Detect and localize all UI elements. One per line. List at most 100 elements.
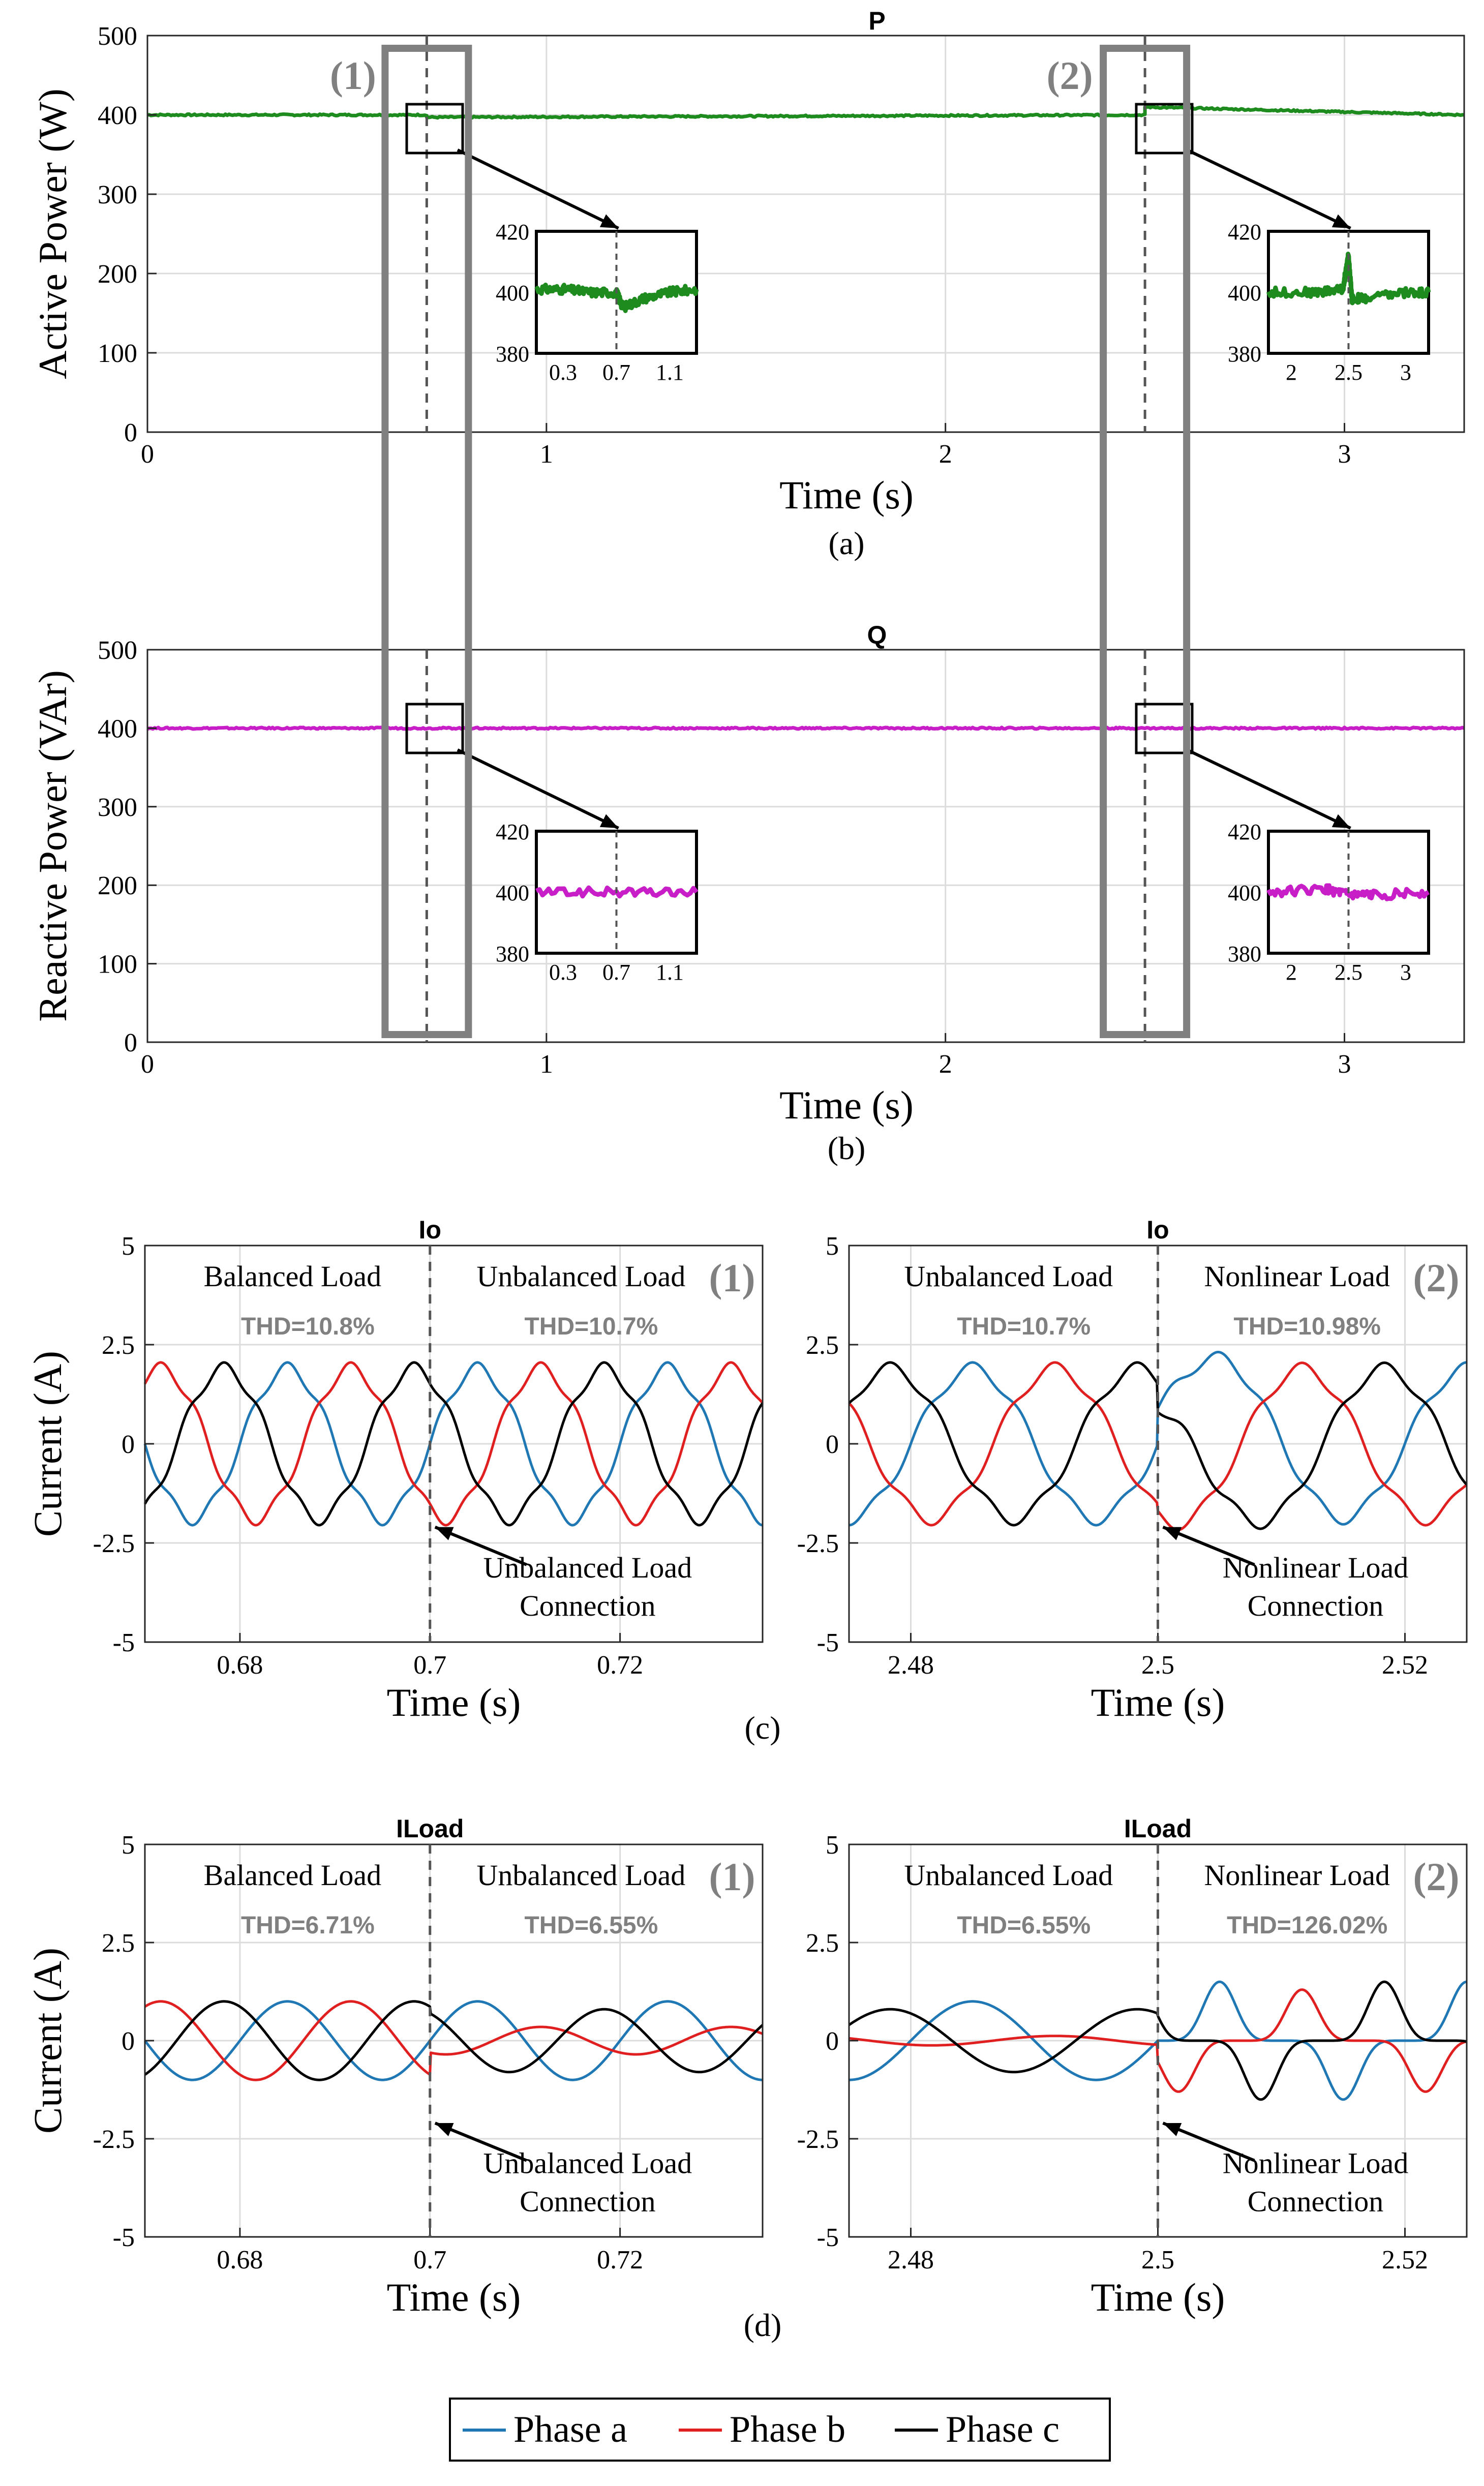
x-tick-label: 0.72 — [597, 2246, 643, 2275]
y-tick-label: 5 — [122, 1831, 135, 1860]
event-marker: (2) — [1413, 1855, 1460, 1899]
y-tick-label: 0 — [826, 2027, 839, 2056]
event-frame-2 — [1100, 45, 1191, 1038]
y-tick-label: 0 — [826, 1430, 839, 1459]
inset-x-tick: 3 — [1400, 360, 1411, 385]
inset-y-tick: 380 — [496, 942, 529, 966]
x-tick-label: 0.7 — [413, 1651, 446, 1680]
x-axis-label: Time (s) — [1091, 1680, 1225, 1724]
event-marker: (1) — [709, 1855, 755, 1899]
event-marker: (1) — [709, 1256, 755, 1300]
annotation-line-2: Connection — [520, 1589, 655, 1622]
panel-d-1: 0.68 0.7 0.72 -5 -2.5 0 2.5 5 ILoad Time (s) Curre… — [25, 1814, 764, 2319]
panel-title: Q — [867, 621, 887, 649]
y-tick-label: 500 — [98, 22, 137, 51]
event-marker: (2) — [1413, 1256, 1460, 1300]
panel-c-2: 2.48 2.5 2.52 -5 -2.5 0 2.5 5 Io Time (s) Unbalanc… — [797, 1216, 1468, 1724]
y-tick-label: 400 — [98, 714, 137, 743]
inset-y-tick: 380 — [1228, 942, 1261, 966]
right-state-label: Unbalanced Load — [477, 1260, 686, 1293]
y-tick-label: 100 — [98, 950, 137, 979]
legend-label: Phase b — [730, 2409, 845, 2450]
legend-box — [449, 2398, 1111, 2462]
inset-x-tick: 2.5 — [1335, 360, 1362, 385]
right-thd: THD=10.7% — [524, 1313, 658, 1340]
y-tick-label: -2.5 — [797, 1529, 839, 1558]
y-tick-label: 200 — [98, 260, 137, 289]
y-tick-label: 0 — [122, 1430, 135, 1459]
left-thd: THD=10.8% — [241, 1313, 375, 1340]
right-state-label: Nonlinear Load — [1204, 1859, 1390, 1892]
x-tick-label: 2 — [939, 440, 952, 469]
event-marker-1: (1) — [330, 53, 376, 98]
x-tick-label: 3 — [1338, 1050, 1351, 1079]
y-tick-label: 200 — [98, 871, 137, 900]
annotation-line-2: Connection — [1248, 2185, 1383, 2218]
inset-x-tick: 0.3 — [549, 960, 577, 985]
y-tick-label: 5 — [826, 1831, 839, 1860]
y-tick-label: -2.5 — [93, 2125, 135, 2154]
inset-series — [1266, 252, 1431, 306]
annotation-line-1: Nonlinear Load — [1223, 2147, 1409, 2180]
legend-label: Phase a — [513, 2409, 627, 2450]
x-axis-label: Time (s) — [1091, 2275, 1225, 2319]
x-tick-label: 0 — [141, 1050, 154, 1079]
panel-caption: (b) — [828, 1130, 866, 1166]
left-thd: THD=6.71% — [241, 1912, 375, 1939]
x-axis-label: Time (s) — [387, 2275, 521, 2319]
inset-x-tick: 1.1 — [656, 960, 684, 985]
panel-title: ILoad — [396, 1814, 464, 1843]
zoom-box — [1135, 103, 1194, 155]
x-tick-label: 2.48 — [888, 2246, 934, 2275]
annotation-arrow-head — [435, 2123, 454, 2136]
zoom-box — [405, 103, 464, 155]
x-tick-label: 0.68 — [217, 1651, 263, 1680]
inset-y-tick: 400 — [1228, 281, 1261, 306]
y-tick-label: 300 — [98, 793, 137, 822]
inset-y-tick: 420 — [1228, 220, 1261, 245]
inset-y-tick: 420 — [496, 820, 529, 844]
panel-caption: (a) — [828, 525, 864, 561]
x-tick-label: 1 — [540, 1050, 553, 1079]
zoom-arrow — [1186, 748, 1351, 830]
panel-title: ILoad — [1124, 1814, 1192, 1843]
axes-box — [146, 35, 1465, 433]
inset-x-tick: 3 — [1400, 960, 1411, 985]
y-tick-label: -5 — [817, 1628, 839, 1657]
x-tick-label: 2.5 — [1141, 1651, 1174, 1680]
x-tick-label: 2.5 — [1141, 2246, 1174, 2275]
inset-y-tick: 400 — [1228, 881, 1261, 905]
inset-x-tick: 0.3 — [549, 360, 577, 385]
x-tick-label: 0.7 — [413, 2246, 446, 2275]
event-marker-2: (2) — [1047, 53, 1093, 98]
waveform-phase-b — [143, 1361, 764, 1527]
x-tick-label: 2.52 — [1382, 2246, 1428, 2275]
y-tick-label: 2.5 — [102, 1331, 135, 1360]
inset-x-tick: 2.5 — [1335, 960, 1362, 985]
waveform-phase-c — [143, 1361, 764, 1527]
y-tick-label: -2.5 — [797, 2125, 839, 2154]
right-thd: THD=10.98% — [1234, 1313, 1381, 1340]
left-thd: THD=6.55% — [957, 1912, 1091, 1939]
waveform-phase-a — [143, 1361, 763, 1527]
x-axis-label: Time (s) — [387, 1680, 521, 1724]
inset-1: 380 400 420 2 2.5 3 — [1228, 220, 1431, 385]
legend-label: Phase c — [946, 2409, 1059, 2450]
panel-a: 0 1 2 3 0 100 200 300 400 500 P Time (s) Active Powe… — [31, 7, 1465, 561]
zoom-box — [1135, 703, 1194, 754]
right-thd: THD=126.02% — [1227, 1912, 1387, 1939]
y-tick-label: -5 — [817, 2223, 839, 2252]
y-axis-label: Reactive Power (VAr) — [31, 670, 75, 1022]
y-tick-label: 2.5 — [102, 1929, 135, 1958]
annotation-line-2: Connection — [1248, 1589, 1383, 1622]
annotation-line-1: Nonlinear Load — [1223, 1551, 1409, 1584]
x-axis-label: Time (s) — [779, 1083, 914, 1127]
annotation-line-2: Connection — [520, 2185, 655, 2218]
y-tick-label: 0 — [124, 418, 137, 447]
y-tick-label: 2.5 — [806, 1331, 839, 1360]
series-line — [146, 725, 1465, 731]
annotation-arrow-head — [1163, 2123, 1182, 2136]
left-state-label: Unbalanced Load — [904, 1859, 1113, 1892]
x-tick-label: 3 — [1338, 440, 1351, 469]
inset-y-tick: 380 — [496, 342, 529, 367]
